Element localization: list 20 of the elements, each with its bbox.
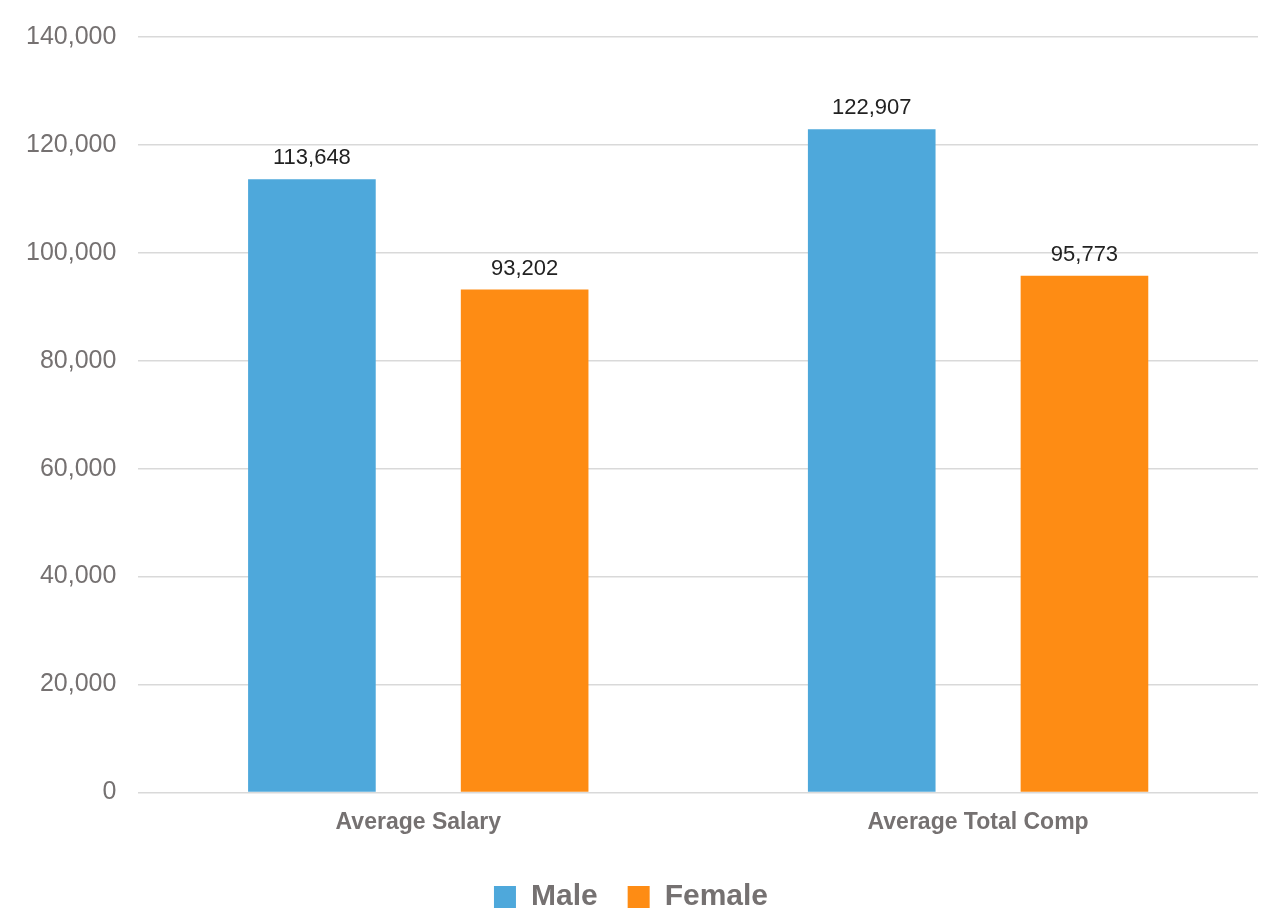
data-label: 93,202 — [490, 254, 559, 280]
y-tick-label: 80,000 — [39, 344, 117, 373]
bar — [460, 289, 589, 792]
legend-label: Female — [664, 878, 769, 912]
x-tick-label: Average Salary — [335, 807, 502, 834]
bar — [248, 179, 376, 792]
y-tick-label: 0 — [102, 776, 117, 805]
y-tick-label: 20,000 — [39, 668, 117, 697]
data-label: 95,773 — [1050, 240, 1119, 266]
y-tick-label: 60,000 — [39, 452, 117, 481]
y-tick-label: 140,000 — [25, 20, 117, 49]
x-tick-label: Average Total Comp — [867, 807, 1089, 834]
y-tick-label: 120,000 — [25, 128, 117, 157]
legend-label: Male — [530, 878, 598, 912]
bar — [1020, 275, 1149, 792]
data-label: 122,907 — [831, 94, 912, 120]
y-tick-label: 100,000 — [25, 236, 117, 265]
data-label: 113,648 — [272, 144, 351, 170]
bar — [807, 129, 936, 792]
y-tick-label: 40,000 — [39, 560, 117, 589]
